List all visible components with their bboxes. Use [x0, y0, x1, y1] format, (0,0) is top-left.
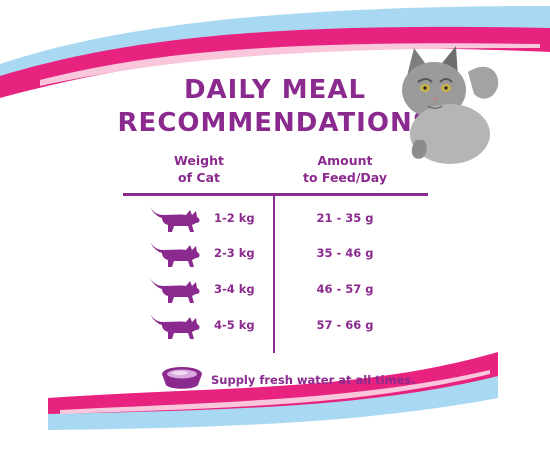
page-title: DAILY MEAL RECOMMENDATIONS — [0, 74, 550, 140]
table-row: 4-5 kg 57 - 66 g — [0, 312, 550, 342]
weight-column-header: Weight of Cat — [174, 153, 224, 185]
weight-value: 1-2 kg — [214, 211, 255, 225]
title-line-1: DAILY MEAL — [183, 75, 367, 105]
water-note: Supply fresh water at all times. — [211, 373, 416, 387]
cat-silhouette-icon — [150, 278, 200, 303]
amount-value: 21 - 35 g — [316, 211, 374, 225]
amount-value: 46 - 57 g — [316, 282, 374, 296]
table-row: 2-3 kg 35 - 46 g — [0, 240, 550, 270]
table-header-divider — [123, 193, 428, 196]
amount-value: 35 - 46 g — [316, 246, 374, 260]
weight-value: 2-3 kg — [214, 246, 255, 260]
title-line-2: RECOMMENDATIONS — [117, 108, 433, 138]
cat-silhouette-icon — [150, 207, 200, 232]
table-row: 3-4 kg 46 - 57 g — [0, 276, 550, 306]
cat-silhouette-icon — [150, 314, 200, 339]
amount-value: 57 - 66 g — [316, 318, 374, 332]
amount-column-header: Amount to Feed/Day — [303, 153, 387, 185]
weight-value: 4-5 kg — [214, 318, 255, 332]
weight-value: 3-4 kg — [214, 282, 255, 296]
water-bowl-icon — [162, 367, 202, 389]
table-row: 1-2 kg 21 - 35 g — [0, 205, 550, 235]
cat-silhouette-icon — [150, 242, 200, 267]
table-column-divider — [273, 195, 275, 353]
cat-photo — [402, 46, 499, 164]
